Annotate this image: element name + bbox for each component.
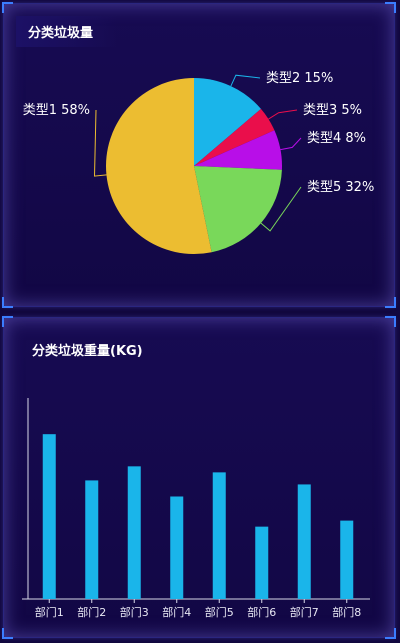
bar-部门6 (255, 526, 269, 599)
panel-corner-decoration (385, 297, 396, 308)
panel-corner-decoration (2, 2, 13, 13)
pie-leader-line (260, 186, 302, 232)
bar-部门4 (170, 496, 184, 599)
pie-leader-line (268, 109, 298, 120)
bar-部门1 (42, 434, 56, 599)
pie-leader-line (280, 137, 302, 151)
pie-leader-line (93, 109, 107, 177)
pie-label: 类型4 8% (307, 131, 366, 146)
pie-leader-line (230, 74, 261, 87)
pie-label: 类型2 15% (266, 71, 333, 86)
pie-slice-类型2 (194, 78, 261, 166)
pie-chart-title: 分类垃圾量 (16, 16, 118, 47)
pie-chart-panel: 分类垃圾量 类型2 15% 类型3 5% 类型4 8% 类型5 32% 类型1 58% (2, 2, 396, 308)
x-tick-label: 部门4 (162, 605, 191, 619)
bar-部门5 (212, 472, 226, 599)
panel-corner-decoration (385, 2, 396, 13)
pie-label: 类型1 58% (23, 103, 90, 118)
panel-corner-decoration (385, 316, 396, 327)
pie-slice-类型3 (194, 108, 275, 166)
x-tick-label: 部门1 (35, 605, 64, 619)
panel-corner-decoration (2, 316, 13, 327)
bar-chart: 部门1 部门2 部门3 部门4 部门5 部门6 部门7 部门8 (22, 398, 370, 619)
panel-corner-decoration (385, 628, 396, 639)
pie-label: 类型5 32% (307, 180, 374, 195)
x-tick-label: 部门7 (290, 605, 319, 619)
panel-corner-decoration (2, 297, 13, 308)
pie-chart: 类型2 15% 类型3 5% 类型4 8% 类型5 32% 类型1 58% (23, 71, 374, 254)
bar-chart-panel: 分类垃圾重量(KG) 部门1 部门2 部门3 部门4 部门5 部门6 部门7 部门8 (2, 316, 396, 639)
bar-部门3 (127, 466, 141, 599)
x-tick-label: 部门3 (120, 605, 149, 619)
x-tick-label: 部门5 (205, 605, 234, 619)
x-tick-label: 部门8 (332, 605, 361, 619)
pie-slice-类型5 (194, 166, 282, 253)
pie-slice-类型4 (194, 130, 282, 170)
bar-部门8 (340, 520, 354, 599)
bar-chart-title: 分类垃圾重量(KG) (32, 344, 143, 359)
x-tick-label: 部门2 (77, 605, 106, 619)
x-tick-label: 部门6 (247, 605, 276, 619)
pie-slice-类型1 (106, 78, 212, 254)
bar-部门7 (297, 484, 311, 599)
pie-label: 类型3 5% (303, 103, 362, 118)
bar-部门2 (85, 480, 99, 599)
panel-corner-decoration (2, 628, 13, 639)
